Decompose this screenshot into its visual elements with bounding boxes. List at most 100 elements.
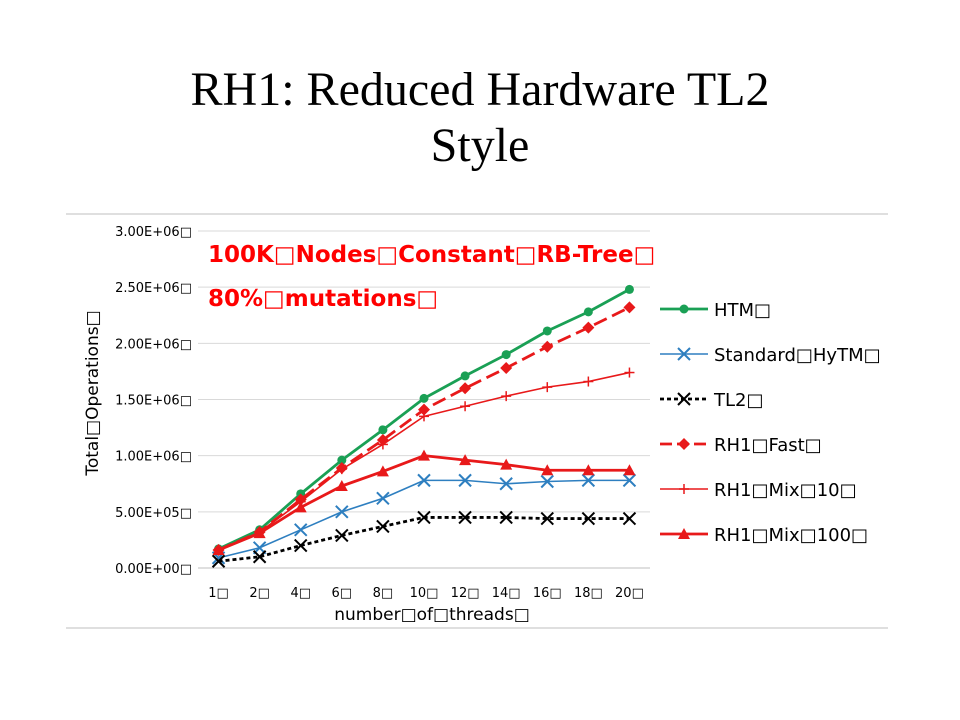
data-point <box>622 511 637 526</box>
y-tick-label: 5.00E+05□ <box>115 506 192 521</box>
data-point <box>542 326 552 336</box>
data-point <box>212 544 225 556</box>
data-point <box>417 473 431 488</box>
data-point-stroke <box>376 491 390 506</box>
legend-entry: TL2□ <box>660 390 763 411</box>
data-point <box>376 491 390 506</box>
legend-entry: Standard□HyTM□ <box>660 345 881 366</box>
data-point-stroke <box>622 473 637 488</box>
data-point <box>459 454 472 466</box>
data-point-stroke <box>540 474 554 489</box>
x-tick-label: 2□ <box>249 586 270 601</box>
y-axis-label: Total□Operations□ <box>83 310 103 476</box>
data-point <box>335 479 348 491</box>
data-point <box>678 438 690 450</box>
chart-annotation-line-2: 80%□mutations□ <box>208 286 438 312</box>
legend-label: TL2□ <box>713 390 763 411</box>
series-2 <box>211 473 637 565</box>
data-point <box>294 501 307 513</box>
x-axis-label: number□of□threads□ <box>334 605 530 625</box>
legend-entry: RH1□Fast□ <box>660 435 822 456</box>
data-point <box>418 403 430 416</box>
data-point <box>499 510 513 525</box>
y-tick-label: 0.00E+00□ <box>115 562 192 577</box>
legend-entry: RH1□Mix□10□ <box>660 480 857 501</box>
data-point <box>501 350 511 360</box>
series-4 <box>212 301 636 557</box>
data-point <box>211 554 226 568</box>
data-point <box>294 523 308 537</box>
data-point <box>377 439 388 450</box>
x-tick-label: 16□ <box>533 586 562 601</box>
data-point <box>500 458 513 470</box>
slide-title-line-2: Style <box>430 119 530 172</box>
x-tick-label: 14□ <box>492 586 521 601</box>
data-point <box>500 362 513 375</box>
data-point <box>417 510 431 525</box>
data-point <box>458 510 472 525</box>
series-3 <box>211 510 637 568</box>
data-point <box>252 550 267 564</box>
data-point <box>583 307 593 317</box>
data-point-stroke <box>417 473 431 488</box>
data-point-stroke <box>252 550 267 564</box>
data-point-stroke <box>540 511 554 526</box>
data-point <box>582 321 595 334</box>
data-point <box>622 473 637 488</box>
data-point <box>679 304 689 314</box>
data-point-stroke <box>581 511 596 526</box>
data-point-stroke <box>294 523 308 537</box>
y-tick-label: 1.00E+06□ <box>115 450 192 465</box>
data-point <box>460 401 471 412</box>
data-point <box>541 464 554 476</box>
data-point <box>458 473 472 488</box>
data-point <box>624 284 634 294</box>
gridlines <box>198 230 650 513</box>
legend-label: RH1□Mix□10□ <box>714 480 857 501</box>
data-point-stroke <box>294 538 308 553</box>
data-point-stroke <box>677 392 691 406</box>
legend-label: HTM□ <box>714 300 771 321</box>
data-point <box>679 484 689 494</box>
data-point <box>418 449 430 461</box>
data-point <box>581 511 596 526</box>
legend-entry: HTM□ <box>660 300 771 321</box>
data-point-stroke <box>417 510 431 525</box>
slide-title-line-1: RH1: Reduced Hardware TL2 <box>190 63 770 116</box>
data-point-stroke <box>622 511 637 526</box>
data-point <box>376 465 389 477</box>
series-group <box>211 284 637 568</box>
data-point <box>419 411 429 422</box>
data-point <box>376 519 390 534</box>
data-point-stroke <box>211 554 226 568</box>
data-point <box>335 505 349 519</box>
data-point <box>540 511 554 526</box>
slide-title: RH1: Reduced Hardware TL2 Style <box>0 62 960 174</box>
y-tick-label: 2.50E+06□ <box>115 281 192 296</box>
data-point <box>542 382 553 393</box>
data-point-stroke <box>458 510 472 525</box>
data-point <box>581 473 596 488</box>
data-point <box>294 538 308 553</box>
data-point <box>623 464 636 476</box>
y-tick-label: 1.50E+06□ <box>115 394 192 409</box>
y-tick-label: 2.00E+06□ <box>115 337 192 352</box>
data-point <box>378 425 388 435</box>
data-point <box>677 392 691 406</box>
data-point <box>335 528 349 543</box>
x-tick-label: 10□ <box>410 586 439 601</box>
data-point-stroke <box>335 505 349 519</box>
x-tick-labels: 1□ 2□ 4□ 6□ 8□ 10□ 12□ 14□ 16□ 18□ 20□ <box>208 586 644 601</box>
data-point <box>540 474 554 489</box>
data-point <box>336 464 347 475</box>
data-point <box>677 347 691 361</box>
x-tick-label: 18□ <box>574 586 603 601</box>
data-point <box>541 340 554 353</box>
data-point <box>678 528 690 539</box>
y-tick-labels: 0.00E+00□ 5.00E+05□ 1.00E+06□ 1.50E+06□ 2.00… <box>115 225 192 577</box>
legend-label: Standard□HyTM□ <box>714 345 881 366</box>
data-point <box>624 367 635 378</box>
data-point <box>459 382 472 395</box>
series-6 <box>212 449 636 556</box>
data-point-stroke <box>581 473 596 488</box>
